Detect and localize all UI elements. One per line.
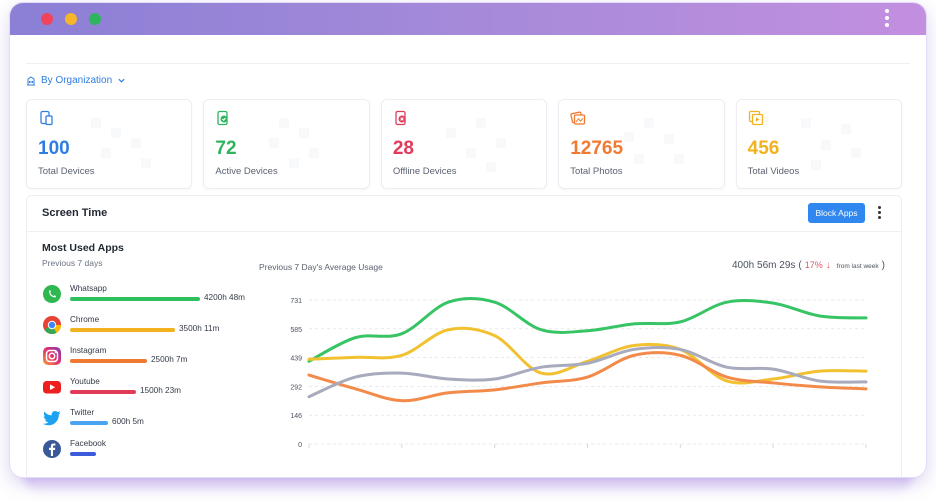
card-pattern: [623, 118, 684, 164]
card-pattern: [91, 118, 152, 168]
usage-bar: [70, 452, 96, 456]
app-row-chrome[interactable]: Chrome 3500h 11m: [42, 315, 252, 339]
device-check-icon: [217, 110, 229, 126]
organization-selector[interactable]: By Organization: [26, 75, 126, 86]
tablet-icon: [40, 110, 53, 126]
app-row-twitter[interactable]: Twitter 600h 5m: [42, 408, 252, 432]
building-icon: [27, 75, 35, 85]
series-line-2: [307, 326, 868, 385]
screen-time-header: Screen Time Block Apps: [27, 196, 901, 232]
instagram-icon: [43, 347, 61, 365]
usage-bar: [70, 359, 147, 363]
y-tick-label: 731: [290, 298, 302, 305]
app-row-facebook[interactable]: Facebook: [42, 439, 252, 463]
app-usage-time: 4200h 48m: [204, 293, 245, 302]
chrome-icon: [43, 316, 62, 335]
usage-bar: [70, 328, 175, 332]
app-window: By Organization 100 Total Devices: [9, 2, 927, 478]
arrow-down-icon: ↓: [825, 260, 831, 271]
usage-total: 400h 56m 29s ( 17% ↓ from last week ): [732, 260, 885, 271]
paren-open: (: [798, 260, 802, 271]
stat-card-total-devices[interactable]: 100 Total Devices: [26, 99, 193, 189]
app-row-instagram[interactable]: Instagram 2500h 7m: [42, 346, 252, 370]
more-options-icon[interactable]: [876, 206, 882, 220]
stat-card-total-photos[interactable]: 12765 Total Photos: [558, 99, 725, 189]
usage-bar: [70, 297, 200, 301]
usage-line-chart: 0 146 292 439 585 731: [290, 296, 868, 449]
stat-label: Total Devices: [38, 166, 95, 177]
chart-title: Previous 7 Day's Average Usage: [259, 262, 383, 272]
stats-cards: 100 Total Devices 72 Active Devices: [26, 99, 903, 189]
videos-icon: [748, 110, 763, 126]
paren-close: ): [881, 260, 885, 271]
app-usage-time: 1500h 23m: [140, 386, 181, 395]
app-row-whatsapp[interactable]: Whatsapp 4200h 48m: [42, 284, 252, 308]
y-tick-label: 585: [290, 327, 302, 334]
title-bar: [10, 3, 926, 35]
usage-total-value: 400h 56m 29s: [732, 260, 796, 271]
dashboard-content: By Organization 100 Total Devices: [10, 35, 926, 477]
app-name: Youtube: [70, 377, 100, 386]
series-line-1: [307, 296, 868, 363]
photos-icon: [570, 111, 586, 125]
usage-change-note: from last week: [836, 263, 879, 270]
whatsapp-icon: [43, 285, 61, 303]
stat-card-active-devices[interactable]: 72 Active Devices: [203, 99, 370, 189]
screen-time-title: Screen Time: [42, 207, 108, 219]
app-row-youtube[interactable]: Youtube 1500h 23m: [42, 377, 252, 401]
chevron-down-icon: [118, 78, 125, 83]
app-name: Twitter: [70, 408, 95, 417]
organization-label: By Organization: [41, 75, 113, 86]
series-line-4: [307, 345, 868, 399]
stat-value: 28: [392, 138, 414, 159]
header-divider: [26, 63, 910, 64]
stat-value: 456: [747, 138, 780, 159]
window-menu-icon[interactable]: [884, 7, 890, 31]
app-name: Whatsapp: [70, 284, 107, 293]
card-pattern: [446, 118, 507, 172]
y-tick-label: 439: [290, 356, 302, 363]
device-off-icon: [395, 110, 406, 126]
app-usage-time: 2500h 7m: [151, 355, 188, 364]
block-apps-button[interactable]: Block Apps: [808, 203, 865, 223]
most-used-apps-title: Most Used Apps: [42, 242, 124, 254]
most-used-apps-subtitle: Previous 7 days: [42, 258, 103, 268]
stat-value: 12765: [570, 138, 624, 159]
usage-bar: [70, 421, 108, 425]
app-usage-time: 3500h 11m: [179, 324, 220, 333]
card-pattern: [268, 118, 319, 168]
app-name: Instagram: [70, 346, 107, 355]
y-tick-label: 146: [290, 413, 302, 420]
stat-label: Active Devices: [215, 166, 278, 177]
screen-time-panel: Screen Time Block Apps Most Used Apps Pr…: [26, 195, 902, 477]
app-name: Facebook: [70, 439, 106, 448]
maximize-window-button[interactable]: [89, 13, 101, 25]
usage-bar: [70, 390, 136, 394]
card-pattern: [801, 118, 862, 170]
youtube-icon: [43, 381, 61, 394]
minimize-window-button[interactable]: [65, 13, 77, 25]
stat-label: Total Videos: [747, 166, 800, 177]
stat-card-total-videos[interactable]: 456 Total Videos: [735, 99, 903, 189]
app-name: Chrome: [70, 315, 100, 324]
close-window-button[interactable]: [41, 13, 53, 25]
app-usage-time: 600h 5m: [112, 417, 144, 426]
y-tick-label: 292: [290, 384, 302, 391]
stat-label: Total Photos: [570, 166, 623, 177]
series-line-3: [307, 351, 868, 403]
twitter-icon: [43, 411, 61, 426]
stat-value: 72: [215, 138, 237, 159]
facebook-icon: [43, 440, 61, 458]
stat-value: 100: [38, 138, 70, 159]
usage-change-percent: 17%: [804, 260, 823, 270]
stat-label: Offline Devices: [392, 166, 457, 177]
y-tick-label: 0: [298, 442, 302, 449]
stat-card-offline-devices[interactable]: 28 Offline Devices: [380, 99, 548, 189]
